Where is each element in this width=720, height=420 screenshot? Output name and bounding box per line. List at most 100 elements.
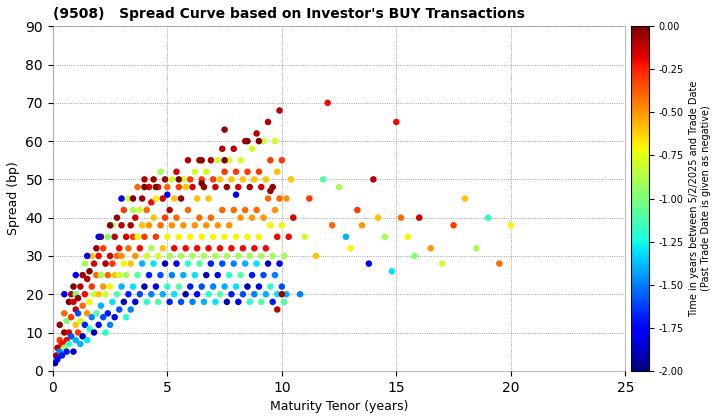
Point — [95, 272, 107, 278]
Point — [104, 252, 116, 259]
Point — [207, 234, 219, 240]
Point — [333, 184, 345, 190]
Point — [109, 234, 120, 240]
Point — [402, 234, 413, 240]
Point — [89, 260, 100, 267]
Point — [116, 283, 127, 290]
Point — [196, 234, 207, 240]
Point — [70, 321, 81, 328]
Point — [116, 252, 127, 259]
Point — [56, 341, 68, 347]
Point — [153, 184, 164, 190]
Point — [219, 157, 230, 164]
Point — [171, 214, 182, 221]
Point — [425, 245, 436, 252]
Point — [244, 252, 256, 259]
Point — [253, 138, 265, 144]
Point — [107, 222, 118, 228]
Point — [77, 333, 89, 340]
Point — [111, 214, 122, 221]
Point — [182, 260, 194, 267]
Point — [237, 291, 248, 298]
Point — [198, 252, 210, 259]
Point — [68, 348, 79, 355]
Point — [104, 321, 116, 328]
Point — [235, 214, 246, 221]
Point — [372, 214, 384, 221]
Point — [233, 299, 244, 305]
Point — [326, 222, 338, 228]
Point — [221, 299, 233, 305]
Point — [173, 184, 184, 190]
Point — [471, 245, 482, 252]
Point — [192, 195, 203, 202]
Point — [145, 245, 157, 252]
Point — [141, 252, 153, 259]
Point — [75, 341, 86, 347]
Point — [256, 299, 267, 305]
Point — [230, 168, 242, 175]
Y-axis label: Time in years between 5/2/2025 and Trade Date
(Past Trade Date is given as negat: Time in years between 5/2/2025 and Trade… — [689, 80, 711, 317]
Point — [66, 314, 77, 320]
Point — [125, 222, 137, 228]
Point — [60, 348, 72, 355]
Point — [145, 199, 157, 206]
Point — [111, 252, 122, 259]
Point — [161, 184, 173, 190]
Point — [122, 245, 134, 252]
Point — [107, 260, 118, 267]
Point — [130, 252, 141, 259]
Point — [97, 245, 109, 252]
Point — [203, 195, 215, 202]
Point — [379, 234, 391, 240]
Point — [409, 252, 420, 259]
Point — [168, 291, 180, 298]
Point — [52, 356, 63, 362]
Point — [139, 234, 150, 240]
Point — [150, 283, 162, 290]
Point — [132, 184, 143, 190]
Point — [100, 260, 112, 267]
Point — [262, 260, 274, 267]
Point — [276, 157, 287, 164]
Point — [50, 352, 62, 359]
Point — [109, 272, 120, 278]
Point — [215, 291, 226, 298]
Point — [72, 329, 84, 336]
Point — [102, 272, 114, 278]
Point — [79, 291, 91, 298]
Point — [482, 214, 494, 221]
Point — [212, 222, 223, 228]
Point — [318, 176, 329, 183]
Point — [118, 299, 130, 305]
Point — [285, 176, 297, 183]
Point — [114, 272, 125, 278]
Point — [136, 260, 148, 267]
Point — [189, 168, 201, 175]
Point — [274, 260, 285, 267]
Point — [340, 234, 351, 240]
Point — [150, 195, 162, 202]
Point — [205, 260, 217, 267]
Point — [166, 176, 178, 183]
Point — [77, 302, 89, 309]
Point — [274, 107, 285, 114]
Point — [68, 283, 79, 290]
Point — [175, 252, 186, 259]
Point — [93, 321, 104, 328]
Point — [200, 272, 212, 278]
Point — [54, 337, 66, 344]
Point — [228, 260, 240, 267]
Point — [235, 157, 246, 164]
Point — [253, 283, 265, 290]
Point — [246, 272, 258, 278]
Point — [171, 260, 182, 267]
Point — [258, 214, 269, 221]
Point — [178, 222, 189, 228]
Point — [194, 260, 205, 267]
Point — [86, 283, 97, 290]
Point — [127, 283, 139, 290]
Point — [178, 176, 189, 183]
Point — [141, 299, 153, 305]
Point — [242, 283, 253, 290]
